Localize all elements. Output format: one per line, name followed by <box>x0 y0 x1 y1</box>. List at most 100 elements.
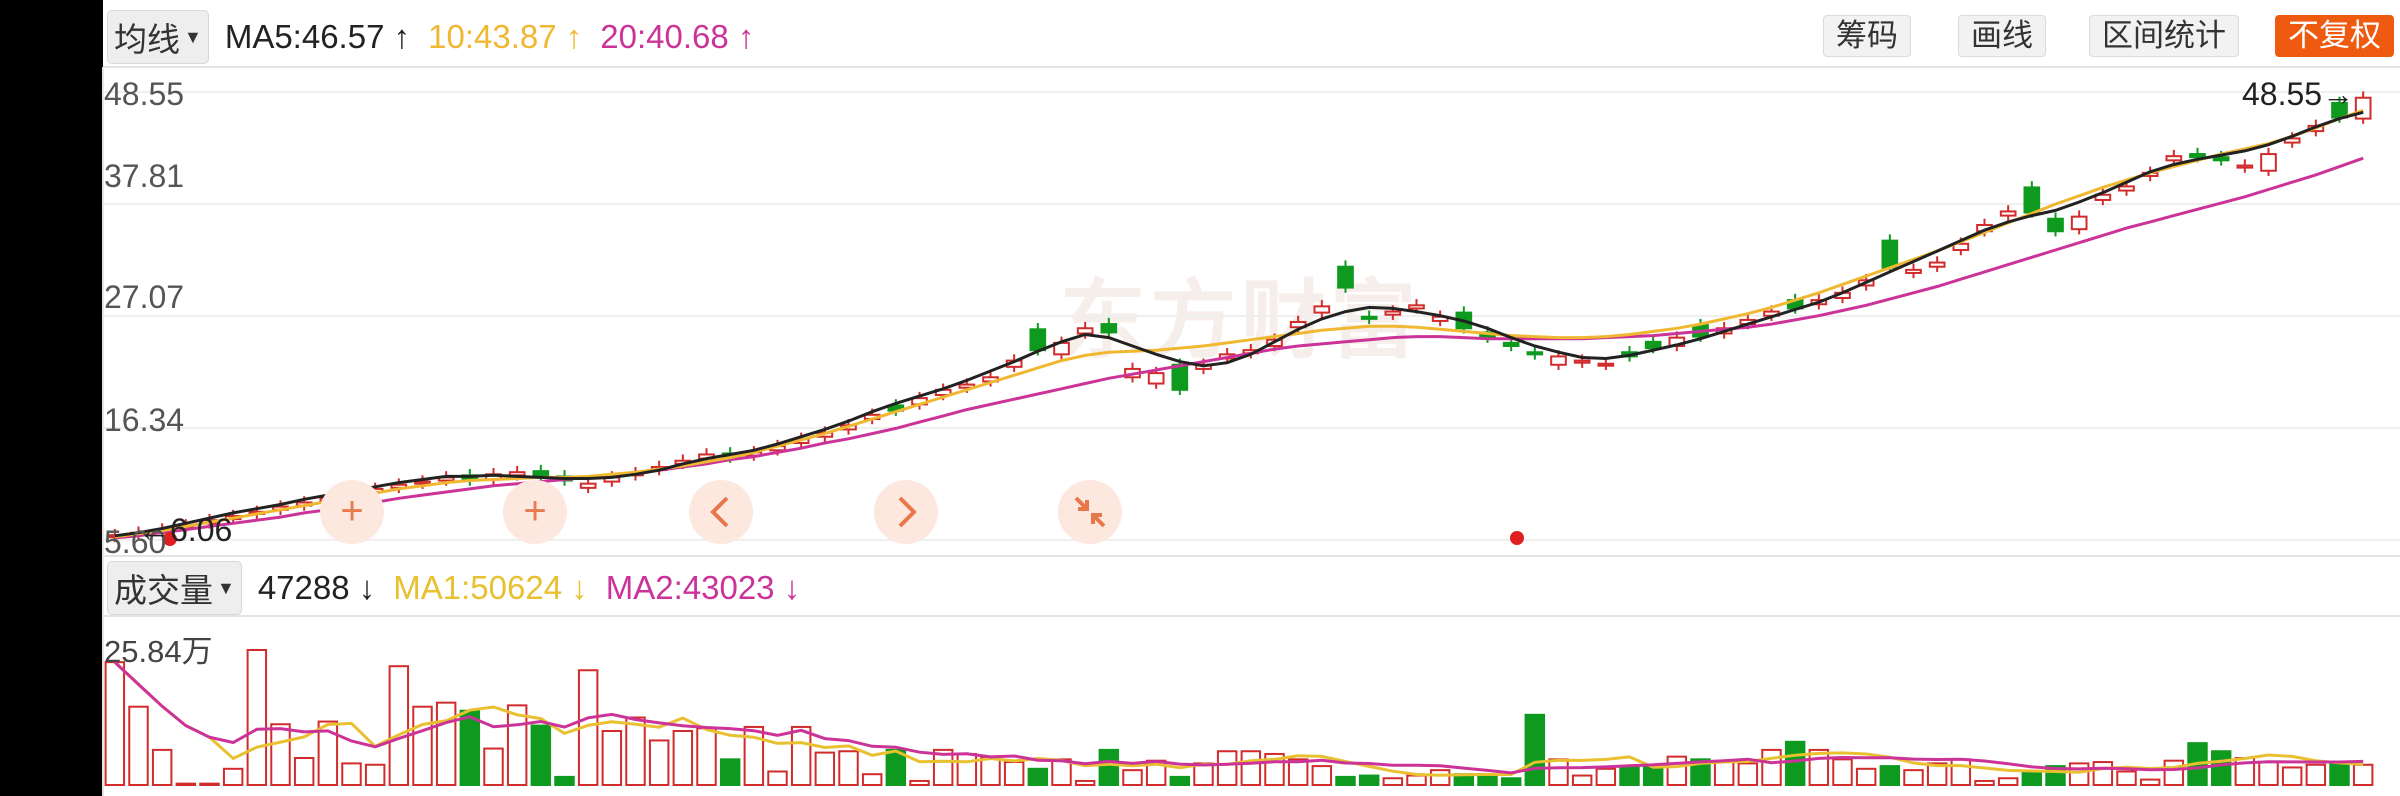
volume-bar <box>175 782 197 787</box>
volume-bar <box>1642 765 1664 786</box>
candle-body <box>2189 153 2206 159</box>
candle-body <box>1952 242 1970 252</box>
volume-bar <box>2068 762 2090 787</box>
price-axis-max: 48.55 <box>104 76 185 112</box>
crosshair-button[interactable]: + <box>320 480 384 544</box>
volume-bar <box>1216 750 1238 786</box>
volume-indicator-label: 成交量 <box>114 572 213 609</box>
candle-body <box>2354 96 2372 120</box>
high-price-label: 48.55 <box>2242 76 2323 112</box>
candle-body <box>2118 185 2135 192</box>
down-arrow-icon: ↓ <box>571 569 588 606</box>
high-price-annotation: 48.55→ <box>2242 76 2354 113</box>
candle-body <box>1337 265 1354 289</box>
down-arrow-icon: ↓ <box>783 569 801 606</box>
volume-bar <box>1761 748 1782 787</box>
volume-bar <box>1879 765 1901 786</box>
volume-bar <box>1429 769 1451 787</box>
volume-ma2-line <box>113 661 2364 775</box>
candle-body <box>1573 359 1591 364</box>
candle-body <box>1100 323 1118 334</box>
volume-bar <box>412 705 433 787</box>
collapse-button[interactable] <box>1058 480 1122 544</box>
ma10-line <box>114 108 2364 539</box>
volume-bar <box>1595 767 1617 786</box>
price-axis-l2: 37.81 <box>104 158 185 194</box>
volume-indicator-selector[interactable]: 成交量 ▼ <box>107 561 242 615</box>
indicator-label: 均线 <box>114 21 180 58</box>
volume-bar <box>1855 767 1877 786</box>
volume-bar <box>909 779 930 787</box>
no-adjust-button[interactable]: 不复权 <box>2275 15 2394 57</box>
up-arrow-icon: ↑ <box>565 18 583 55</box>
volume-bar <box>1690 758 1711 786</box>
candle-body <box>1644 340 1662 350</box>
volume-bar <box>790 725 812 787</box>
volume-bar <box>1074 779 1096 787</box>
scroll-left-button[interactable] <box>689 480 753 544</box>
volume-bar <box>601 730 623 786</box>
crosshair-button[interactable]: + <box>503 480 567 544</box>
volume-bar <box>696 727 717 786</box>
volume-bar <box>104 661 126 787</box>
volume-bar <box>1122 769 1143 787</box>
volume-bar <box>1500 777 1522 786</box>
volume-bar <box>1950 758 1972 786</box>
up-arrow-icon: ↑ <box>737 18 755 55</box>
volume-bar <box>861 773 883 787</box>
volume-bar <box>435 701 457 787</box>
volume-bar <box>1240 750 1262 786</box>
volume-bar <box>1027 767 1049 786</box>
volume-bar <box>1358 774 1380 786</box>
range-stats-button[interactable]: 区间统计 <box>2089 15 2239 57</box>
ma20-readout: 20:40.68 ↑ <box>600 18 754 56</box>
volume-bar <box>2329 761 2350 786</box>
volume-bar <box>1311 765 1333 786</box>
caret-down-icon: ▼ <box>184 26 202 47</box>
candle-body <box>1076 327 1094 335</box>
scroll-right-button[interactable] <box>874 480 938 544</box>
indicator-selector[interactable]: 均线 ▼ <box>107 10 209 64</box>
chart-area[interactable] <box>103 0 2400 796</box>
volume-bar <box>2305 763 2327 786</box>
volume-ma1-readout: MA1:50624 ↓ <box>393 569 587 607</box>
candle-body <box>1928 261 1946 268</box>
volume-bar <box>1524 713 1546 786</box>
volume-bar <box>364 763 386 786</box>
volume-ma2-value: MA2:43023 <box>605 569 775 606</box>
price-axis-min: 5.60 <box>104 524 167 560</box>
candle-body <box>1147 372 1165 385</box>
volume-bar <box>743 725 765 787</box>
candle-body <box>414 480 431 485</box>
volume-bar <box>388 665 410 787</box>
candle-body <box>1171 363 1189 391</box>
candle-body <box>1905 268 1922 274</box>
volume-bar <box>1169 775 1191 787</box>
candle-body <box>532 470 550 478</box>
volume-bar <box>838 750 859 786</box>
chip-button[interactable]: 筹码 <box>1823 15 1911 57</box>
candle-body <box>1999 210 2017 217</box>
volume-bar <box>719 758 741 786</box>
candle-body <box>1502 341 1520 347</box>
volume-bar <box>293 757 315 786</box>
volume-bar <box>1382 777 1404 786</box>
volume-bar <box>2163 759 2185 787</box>
ma10-readout: 10:43.87 ↑ <box>428 18 582 56</box>
arrow-left-icon: ← <box>138 512 170 548</box>
volume-bar <box>2258 761 2279 786</box>
volume-bar <box>1784 740 1806 786</box>
volume-bar <box>1003 761 1025 786</box>
candle-body <box>1384 310 1402 316</box>
volume-bar <box>648 739 670 787</box>
volume-bar <box>459 709 481 786</box>
volume-bar <box>2210 750 2232 786</box>
draw-line-button[interactable]: 画线 <box>1958 15 2046 57</box>
low-price-annotation: ←6.06 <box>138 512 232 549</box>
volume-bar <box>222 767 244 786</box>
candle-body <box>1360 315 1378 320</box>
candle-body <box>2023 186 2041 214</box>
volume-ma1-value: MA1:50624 <box>393 569 563 606</box>
candle-body <box>2165 155 2183 162</box>
